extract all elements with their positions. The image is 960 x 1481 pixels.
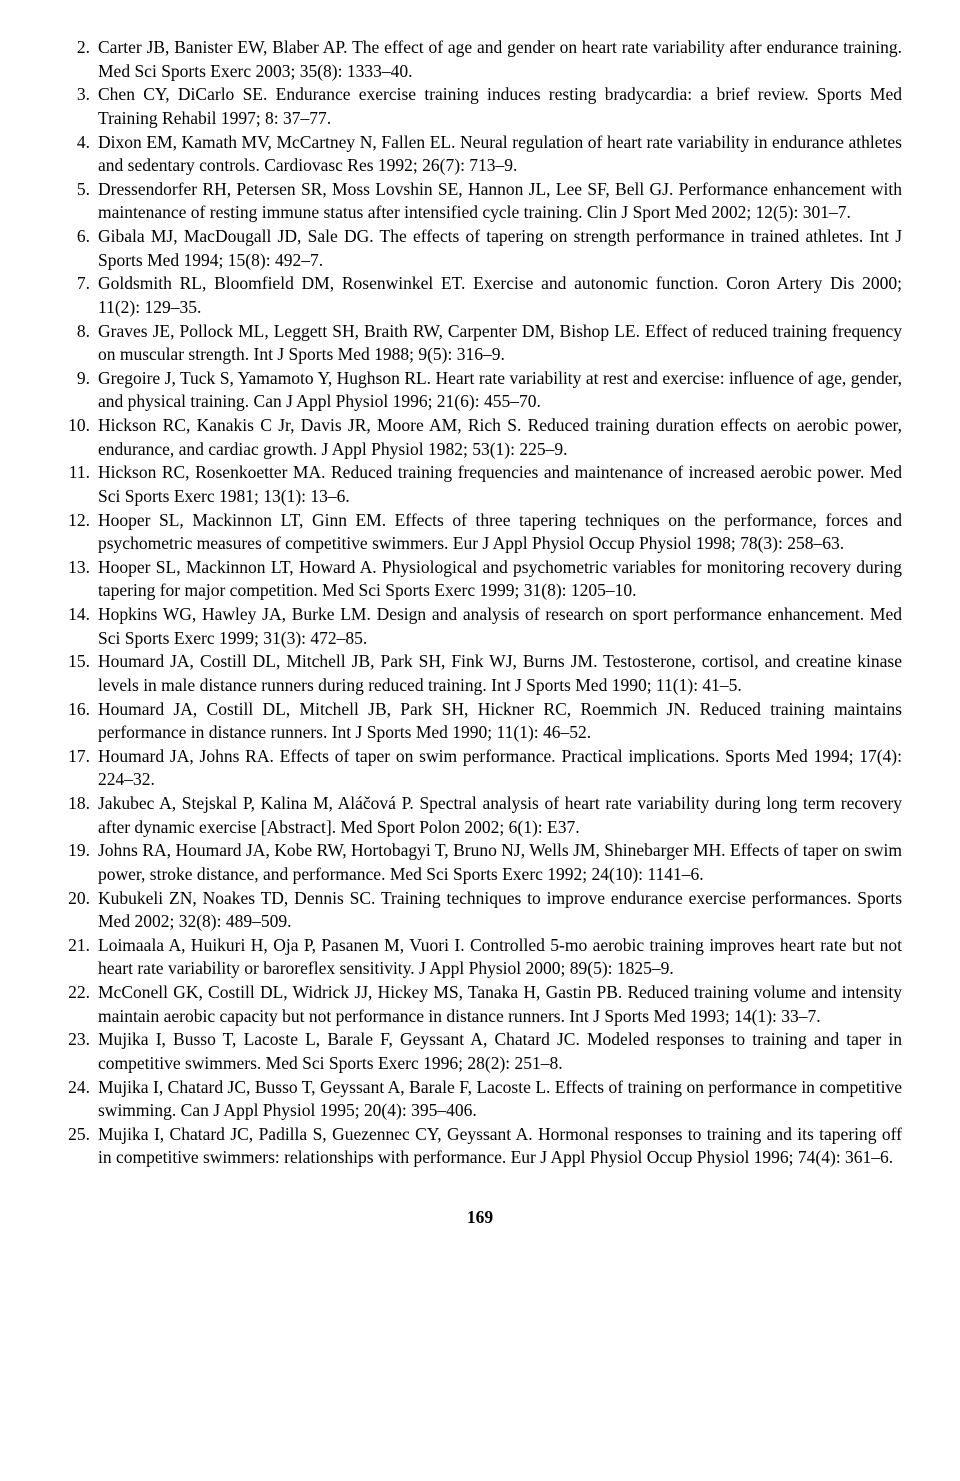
reference-item: Dressendorfer RH, Petersen SR, Moss Lovs… [58,178,902,225]
reference-item: Hooper SL, Mackinnon LT, Howard A. Physi… [58,556,902,603]
reference-item: McConell GK, Costill DL, Widrick JJ, Hic… [58,981,902,1028]
reference-item: Hopkins WG, Hawley JA, Burke LM. Design … [58,603,902,650]
reference-item: Mujika I, Chatard JC, Padilla S, Guezenn… [58,1123,902,1170]
reference-item: Johns RA, Houmard JA, Kobe RW, Hortobagy… [58,839,902,886]
reference-item: Carter JB, Banister EW, Blaber AP. The e… [58,36,902,83]
reference-item: Jakubec A, Stejskal P, Kalina M, Aláčová… [58,792,902,839]
reference-item: Goldsmith RL, Bloomfield DM, Rosenwinkel… [58,272,902,319]
reference-item: Kubukeli ZN, Noakes TD, Dennis SC. Train… [58,887,902,934]
page-number: 169 [58,1206,902,1230]
reference-item: Loimaala A, Huikuri H, Oja P, Pasanen M,… [58,934,902,981]
reference-item: Chen CY, DiCarlo SE. Endurance exercise … [58,83,902,130]
reference-item: Hickson RC, Kanakis C Jr, Davis JR, Moor… [58,414,902,461]
reference-item: Houmard JA, Costill DL, Mitchell JB, Par… [58,650,902,697]
reference-item: Houmard JA, Johns RA. Effects of taper o… [58,745,902,792]
reference-item: Gibala MJ, MacDougall JD, Sale DG. The e… [58,225,902,272]
reference-item: Gregoire J, Tuck S, Yamamoto Y, Hughson … [58,367,902,414]
reference-item: Graves JE, Pollock ML, Leggett SH, Brait… [58,320,902,367]
reference-list: Carter JB, Banister EW, Blaber AP. The e… [58,36,902,1170]
reference-item: Hickson RC, Rosenkoetter MA. Reduced tra… [58,461,902,508]
reference-item: Houmard JA, Costill DL, Mitchell JB, Par… [58,698,902,745]
reference-item: Mujika I, Chatard JC, Busso T, Geyssant … [58,1076,902,1123]
reference-item: Hooper SL, Mackinnon LT, Ginn EM. Effect… [58,509,902,556]
reference-item: Mujika I, Busso T, Lacoste L, Barale F, … [58,1028,902,1075]
reference-item: Dixon EM, Kamath MV, McCartney N, Fallen… [58,131,902,178]
